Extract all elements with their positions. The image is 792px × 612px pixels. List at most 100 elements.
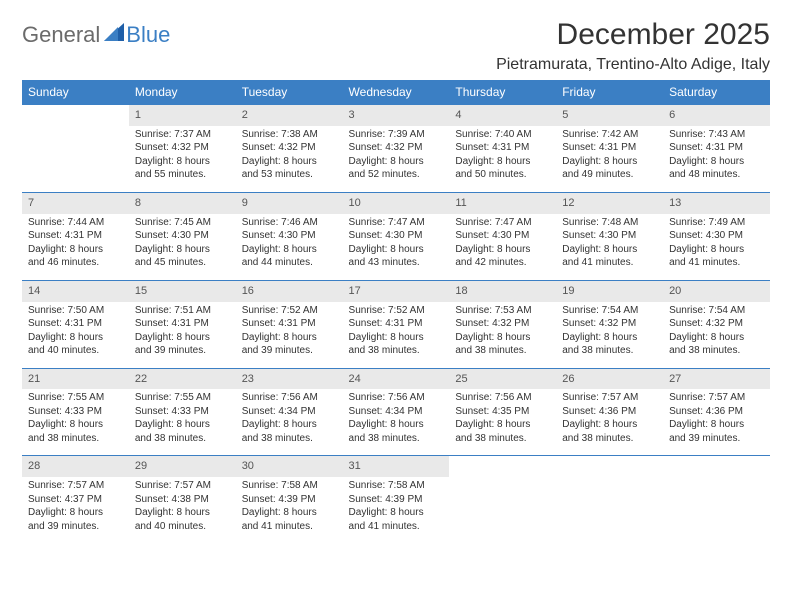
sunrise-text: Sunrise: 7:46 AM xyxy=(242,216,337,230)
day-number-cell: 6 xyxy=(663,105,770,126)
daylight-text-1: Daylight: 8 hours xyxy=(562,331,657,345)
daylight-text-2: and 40 minutes. xyxy=(135,520,230,534)
sunrise-text: Sunrise: 7:43 AM xyxy=(669,128,764,142)
day-detail-cell: Sunrise: 7:57 AMSunset: 4:38 PMDaylight:… xyxy=(129,477,236,543)
day-number-cell: 30 xyxy=(236,456,343,477)
day-detail-cell: Sunrise: 7:56 AMSunset: 4:34 PMDaylight:… xyxy=(343,389,450,456)
daynum-row: 28293031 xyxy=(22,456,770,477)
daylight-text-2: and 41 minutes. xyxy=(562,256,657,270)
day-number-cell: 16 xyxy=(236,280,343,301)
day-detail-cell xyxy=(556,477,663,543)
calendar-body: 123456Sunrise: 7:37 AMSunset: 4:32 PMDay… xyxy=(22,105,770,544)
day-detail-cell: Sunrise: 7:40 AMSunset: 4:31 PMDaylight:… xyxy=(449,126,556,193)
day-number-cell: 7 xyxy=(22,192,129,213)
daylight-text-1: Daylight: 8 hours xyxy=(669,243,764,257)
day-detail-cell: Sunrise: 7:54 AMSunset: 4:32 PMDaylight:… xyxy=(663,302,770,369)
sunrise-text: Sunrise: 7:42 AM xyxy=(562,128,657,142)
daylight-text-1: Daylight: 8 hours xyxy=(455,243,550,257)
logo-text-general: General xyxy=(22,22,100,48)
sunset-text: Sunset: 4:32 PM xyxy=(242,141,337,155)
day-detail-cell: Sunrise: 7:56 AMSunset: 4:35 PMDaylight:… xyxy=(449,389,556,456)
sunrise-text: Sunrise: 7:47 AM xyxy=(349,216,444,230)
logo: General Blue xyxy=(22,18,170,48)
day-detail-cell xyxy=(663,477,770,543)
sunset-text: Sunset: 4:32 PM xyxy=(669,317,764,331)
daylight-text-1: Daylight: 8 hours xyxy=(28,331,123,345)
day-number-cell: 22 xyxy=(129,368,236,389)
day-detail-cell: Sunrise: 7:39 AMSunset: 4:32 PMDaylight:… xyxy=(343,126,450,193)
sunset-text: Sunset: 4:38 PM xyxy=(135,493,230,507)
day-detail-cell: Sunrise: 7:52 AMSunset: 4:31 PMDaylight:… xyxy=(236,302,343,369)
day-detail-cell: Sunrise: 7:46 AMSunset: 4:30 PMDaylight:… xyxy=(236,214,343,281)
daynum-row: 21222324252627 xyxy=(22,368,770,389)
weekday-monday: Monday xyxy=(129,80,236,105)
sunset-text: Sunset: 4:36 PM xyxy=(669,405,764,419)
day-number-cell: 8 xyxy=(129,192,236,213)
sunrise-text: Sunrise: 7:56 AM xyxy=(455,391,550,405)
sunrise-text: Sunrise: 7:49 AM xyxy=(669,216,764,230)
sunset-text: Sunset: 4:32 PM xyxy=(349,141,444,155)
sunset-text: Sunset: 4:34 PM xyxy=(242,405,337,419)
sunset-text: Sunset: 4:32 PM xyxy=(455,317,550,331)
daylight-text-2: and 39 minutes. xyxy=(669,432,764,446)
sunset-text: Sunset: 4:32 PM xyxy=(135,141,230,155)
daylight-text-2: and 49 minutes. xyxy=(562,168,657,182)
daylight-text-2: and 38 minutes. xyxy=(455,344,550,358)
day-number-cell xyxy=(663,456,770,477)
daylight-text-1: Daylight: 8 hours xyxy=(455,331,550,345)
sunrise-text: Sunrise: 7:57 AM xyxy=(669,391,764,405)
daylight-text-2: and 55 minutes. xyxy=(135,168,230,182)
day-detail-cell: Sunrise: 7:47 AMSunset: 4:30 PMDaylight:… xyxy=(343,214,450,281)
daylight-text-2: and 38 minutes. xyxy=(455,432,550,446)
day-detail-cell: Sunrise: 7:47 AMSunset: 4:30 PMDaylight:… xyxy=(449,214,556,281)
daylight-text-1: Daylight: 8 hours xyxy=(242,418,337,432)
day-number-cell: 1 xyxy=(129,105,236,126)
daylight-text-2: and 38 minutes. xyxy=(669,344,764,358)
sunrise-text: Sunrise: 7:52 AM xyxy=(349,304,444,318)
daynum-row: 14151617181920 xyxy=(22,280,770,301)
weekday-wednesday: Wednesday xyxy=(343,80,450,105)
day-number-cell: 18 xyxy=(449,280,556,301)
detail-row: Sunrise: 7:50 AM Sunset: 4:31 PM Daylight:… xyxy=(22,302,770,369)
day-detail-cell: Sunrise: 7:52 AMSunset: 4:31 PMDaylight:… xyxy=(343,302,450,369)
sunrise-text: Sunrise: 7:51 AM xyxy=(135,304,230,318)
daylight-text-2: and 38 minutes. xyxy=(562,432,657,446)
day-detail-cell: Sunrise: 7:38 AMSunset: 4:32 PMDaylight:… xyxy=(236,126,343,193)
daylight-text-1: Daylight: 8 hours xyxy=(242,331,337,345)
daylight-text-1: Daylight: 8 hours xyxy=(455,155,550,169)
day-number-cell: 2 xyxy=(236,105,343,126)
sunrise-text: Sunrise: 7:54 AM xyxy=(669,304,764,318)
sunset-text: Sunset: 4:31 PM xyxy=(562,141,657,155)
title-block: December 2025 Pietramurata, Trentino-Alt… xyxy=(496,18,770,74)
sunrise-text: Sunrise: 7:58 AM xyxy=(242,479,337,493)
weekday-header-row: Sunday Monday Tuesday Wednesday Thursday… xyxy=(22,80,770,105)
daylight-text-1: Daylight: 8 hours xyxy=(562,418,657,432)
daylight-text-1: Daylight: 8 hours xyxy=(349,418,444,432)
day-number-cell: 26 xyxy=(556,368,663,389)
sunrise-text: Sunrise: 7:55 AM xyxy=(28,391,123,405)
sunrise-text: Sunrise: 7:55 AM xyxy=(135,391,230,405)
sunset-text: Sunset: 4:39 PM xyxy=(242,493,337,507)
sunrise-text: Sunrise: 7:50 AM xyxy=(28,304,123,318)
daylight-text-1: Daylight: 8 hours xyxy=(455,418,550,432)
sunset-text: Sunset: 4:37 PM xyxy=(28,493,123,507)
sunrise-text: Sunrise: 7:57 AM xyxy=(28,479,123,493)
detail-row: Sunrise: 7:37 AMSunset: 4:32 PMDaylight:… xyxy=(22,126,770,193)
day-number-cell: 29 xyxy=(129,456,236,477)
sunset-text: Sunset: 4:36 PM xyxy=(562,405,657,419)
day-number-cell: 20 xyxy=(663,280,770,301)
day-number-cell: 31 xyxy=(343,456,450,477)
day-detail-cell: Sunrise: 7:55 AMSunset: 4:33 PMDaylight:… xyxy=(22,389,129,456)
daylight-text-2: and 46 minutes. xyxy=(28,256,123,270)
sunrise-text: Sunrise: 7:54 AM xyxy=(562,304,657,318)
sunset-text: Sunset: 4:31 PM xyxy=(135,317,230,331)
weekday-tuesday: Tuesday xyxy=(236,80,343,105)
day-number-cell: 13 xyxy=(663,192,770,213)
day-number-cell: 11 xyxy=(449,192,556,213)
day-number-cell: 19 xyxy=(556,280,663,301)
day-number-cell xyxy=(556,456,663,477)
daylight-text-1: Daylight: 8 hours xyxy=(669,418,764,432)
sunset-text: Sunset: 4:33 PM xyxy=(135,405,230,419)
day-number-cell: 9 xyxy=(236,192,343,213)
daylight-text-2: and 45 minutes. xyxy=(135,256,230,270)
